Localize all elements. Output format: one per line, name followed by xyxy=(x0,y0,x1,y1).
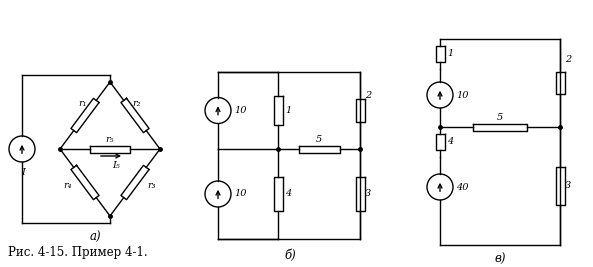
Text: 5: 5 xyxy=(316,135,322,143)
Text: 10: 10 xyxy=(456,91,468,100)
Text: б): б) xyxy=(284,249,296,261)
Text: 40: 40 xyxy=(456,183,468,191)
Text: 2: 2 xyxy=(565,54,571,64)
Text: Рис. 4-15. Пример 4-1.: Рис. 4-15. Пример 4-1. xyxy=(8,246,148,259)
Text: 2: 2 xyxy=(365,91,371,100)
Text: 1: 1 xyxy=(447,49,453,58)
Text: 3: 3 xyxy=(365,190,371,198)
Text: I: I xyxy=(21,168,25,177)
Text: 10: 10 xyxy=(234,190,247,198)
Text: r₂: r₂ xyxy=(133,100,141,108)
Text: 3: 3 xyxy=(565,182,571,190)
Text: 4: 4 xyxy=(447,138,453,147)
Text: 1: 1 xyxy=(285,106,291,115)
Text: r₅: r₅ xyxy=(106,135,114,143)
Text: в): в) xyxy=(494,253,506,265)
Text: r₄: r₄ xyxy=(64,180,72,190)
Text: r₃: r₃ xyxy=(148,180,156,190)
Text: 4: 4 xyxy=(285,190,291,198)
Text: 5: 5 xyxy=(497,112,503,121)
Text: а): а) xyxy=(89,230,101,244)
Text: 10: 10 xyxy=(234,106,247,115)
Text: r₁: r₁ xyxy=(79,100,87,108)
Text: I₅: I₅ xyxy=(112,162,120,171)
